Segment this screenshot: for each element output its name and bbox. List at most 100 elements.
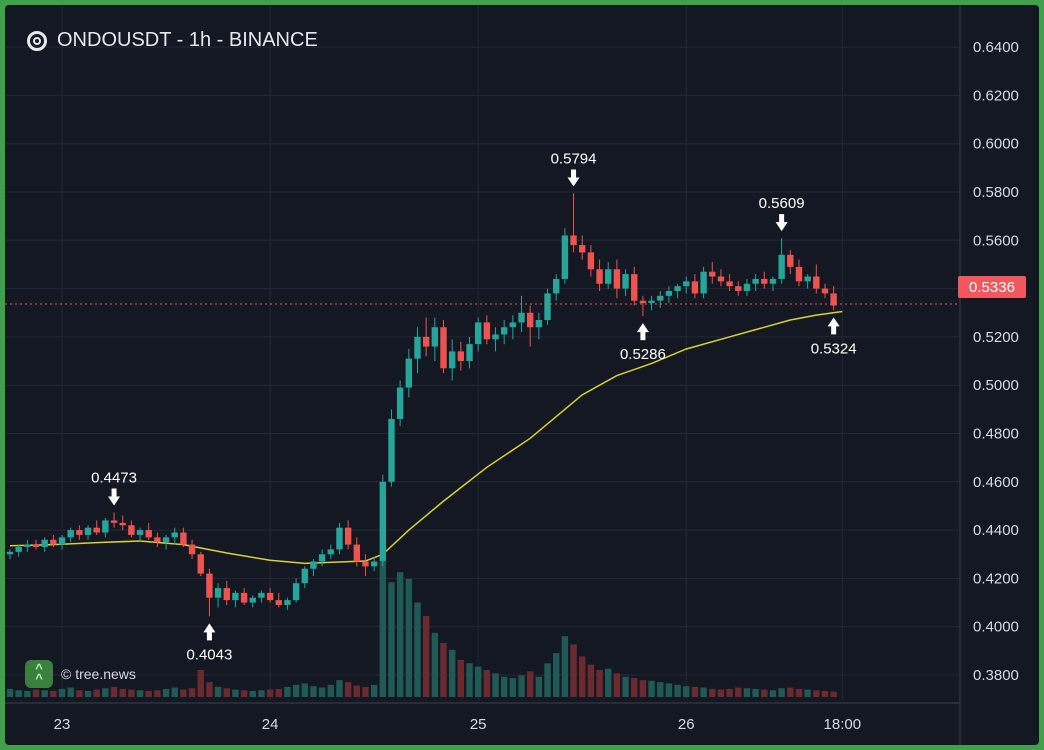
candle-body[interactable] bbox=[154, 537, 161, 543]
volume-bar bbox=[275, 688, 282, 697]
candle-body[interactable] bbox=[336, 527, 343, 550]
candle-body[interactable] bbox=[735, 286, 742, 292]
candle-body[interactable] bbox=[665, 291, 673, 296]
candle-body[interactable] bbox=[24, 544, 31, 548]
volume-bar bbox=[761, 689, 768, 697]
candle-body[interactable] bbox=[128, 525, 135, 535]
candle-body[interactable] bbox=[145, 530, 152, 538]
candle-body[interactable] bbox=[717, 276, 725, 282]
candle-body[interactable] bbox=[570, 235, 577, 246]
candle-body[interactable] bbox=[579, 245, 586, 253]
candlestick-chart[interactable]: 0.3800 0.4000 0.4200 0.4400 0.4600 0.4800 0.50… bbox=[5, 5, 1039, 745]
candle-body[interactable] bbox=[223, 588, 230, 601]
candle-body[interactable] bbox=[344, 527, 352, 545]
candle-body[interactable] bbox=[518, 312, 525, 323]
candle-body[interactable] bbox=[700, 271, 707, 294]
candle-body[interactable] bbox=[206, 573, 213, 598]
candle-body[interactable] bbox=[431, 327, 439, 347]
candle-body[interactable] bbox=[613, 269, 621, 289]
candle-body[interactable] bbox=[457, 351, 465, 362]
candle-body[interactable] bbox=[284, 600, 291, 605]
candle-body[interactable] bbox=[752, 278, 759, 284]
candle-body[interactable] bbox=[275, 600, 282, 605]
candle-body[interactable] bbox=[813, 276, 820, 289]
candle-body[interactable] bbox=[353, 544, 360, 562]
candle-body[interactable] bbox=[292, 583, 300, 601]
candle-body[interactable] bbox=[787, 254, 794, 267]
candle-body[interactable] bbox=[214, 588, 222, 598]
candle-body[interactable] bbox=[119, 522, 126, 526]
candle-body[interactable] bbox=[110, 520, 118, 523]
candle-body[interactable] bbox=[561, 235, 569, 279]
candle-body[interactable] bbox=[171, 532, 178, 538]
candle-body[interactable] bbox=[795, 266, 803, 282]
candle-body[interactable] bbox=[553, 278, 560, 294]
candle-body[interactable] bbox=[379, 481, 387, 562]
candle-body[interactable] bbox=[474, 322, 482, 345]
candle-body[interactable] bbox=[258, 592, 265, 598]
candle-body[interactable] bbox=[327, 549, 334, 555]
candle-body[interactable] bbox=[622, 274, 629, 289]
candle-body[interactable] bbox=[639, 300, 647, 304]
candle-body[interactable] bbox=[466, 344, 473, 362]
candle-body[interactable] bbox=[535, 319, 543, 328]
candle-body[interactable] bbox=[388, 419, 395, 482]
candle-body[interactable] bbox=[509, 322, 517, 328]
candle-body[interactable] bbox=[761, 278, 768, 284]
candle-body[interactable] bbox=[362, 561, 369, 567]
candle-body[interactable] bbox=[804, 276, 811, 282]
candle-body[interactable] bbox=[136, 530, 144, 535]
candle-body[interactable] bbox=[15, 547, 22, 552]
candle-body[interactable] bbox=[41, 539, 48, 548]
candle-body[interactable] bbox=[587, 252, 595, 270]
candle-body[interactable] bbox=[683, 281, 690, 287]
candle-body[interactable] bbox=[188, 544, 196, 555]
candle-body[interactable] bbox=[709, 271, 716, 277]
candle-body[interactable] bbox=[648, 300, 655, 304]
candle-body[interactable] bbox=[544, 293, 551, 320]
candle-body[interactable] bbox=[769, 278, 777, 284]
candle-body[interactable] bbox=[631, 274, 638, 301]
candle-body[interactable] bbox=[778, 254, 785, 279]
candle-body[interactable] bbox=[821, 288, 829, 294]
candle-body[interactable] bbox=[102, 520, 109, 533]
candle-body[interactable] bbox=[483, 322, 491, 340]
candle-body[interactable] bbox=[76, 530, 83, 535]
candle-body[interactable] bbox=[318, 554, 326, 562]
candle-body[interactable] bbox=[370, 561, 378, 567]
candle-body[interactable] bbox=[180, 532, 187, 545]
candle-body[interactable] bbox=[249, 597, 256, 603]
candle-body[interactable] bbox=[162, 537, 170, 543]
candle-body[interactable] bbox=[6, 551, 14, 555]
candle-body[interactable] bbox=[310, 561, 317, 569]
candle-body[interactable] bbox=[84, 527, 92, 535]
candle-body[interactable] bbox=[396, 387, 404, 420]
candle-body[interactable] bbox=[232, 592, 239, 601]
candle-body[interactable] bbox=[830, 293, 837, 306]
candle-body[interactable] bbox=[32, 544, 40, 548]
candle-body[interactable] bbox=[58, 537, 66, 545]
candle-body[interactable] bbox=[301, 568, 308, 584]
candle-body[interactable] bbox=[240, 592, 248, 603]
candle-body[interactable] bbox=[527, 312, 534, 328]
candle-body[interactable] bbox=[674, 286, 681, 292]
candle-body[interactable] bbox=[657, 295, 664, 301]
volume-bar bbox=[492, 673, 499, 697]
candle-body[interactable] bbox=[596, 269, 603, 284]
candle-body[interactable] bbox=[500, 327, 508, 335]
candle-body[interactable] bbox=[197, 554, 204, 574]
candle-body[interactable] bbox=[405, 358, 413, 388]
candle-body[interactable] bbox=[605, 269, 612, 284]
candle-body[interactable] bbox=[422, 336, 430, 347]
candle-body[interactable] bbox=[726, 281, 733, 287]
candle-body[interactable] bbox=[743, 283, 751, 292]
candle-body[interactable] bbox=[440, 327, 447, 369]
candle-body[interactable] bbox=[492, 334, 499, 340]
candle-body[interactable] bbox=[67, 530, 74, 538]
candle-body[interactable] bbox=[50, 539, 57, 545]
candle-body[interactable] bbox=[414, 336, 421, 359]
candle-body[interactable] bbox=[691, 281, 699, 294]
candle-body[interactable] bbox=[448, 351, 456, 369]
candle-body[interactable] bbox=[266, 592, 274, 601]
candle-body[interactable] bbox=[93, 527, 100, 533]
